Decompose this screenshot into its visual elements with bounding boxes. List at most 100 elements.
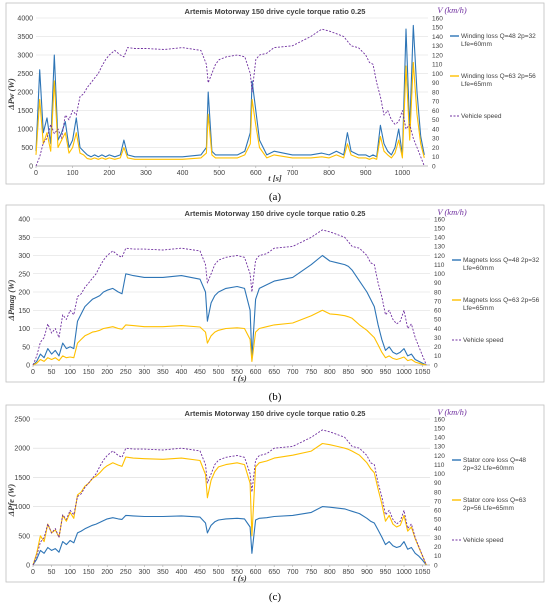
x-tick-label: 700 <box>287 369 299 376</box>
panel-b: Artemis Motorway 150 drive cycle torque … <box>5 204 545 383</box>
x-tick-label: 1050 <box>415 369 431 376</box>
panel-b-title: Artemis Motorway 150 drive cycle torque … <box>185 209 366 218</box>
right-y-tick-label: 150 <box>434 225 445 232</box>
x-tick-label: 650 <box>268 369 280 376</box>
right-y-tick-label: 70 <box>434 298 442 305</box>
series-line-1 <box>32 506 427 566</box>
x-tick-label: 950 <box>380 369 392 376</box>
x-tick-label: 0 <box>34 170 38 177</box>
panel-c-caption: (c) <box>269 591 282 603</box>
x-tick-label: 650 <box>268 569 280 576</box>
right-y-tick-label: 20 <box>432 145 440 152</box>
y-tick-label: 1000 <box>14 504 30 511</box>
right-y-tick-label: 10 <box>432 154 440 161</box>
series-line-3 <box>32 429 427 566</box>
x-tick-label: 150 <box>83 569 95 576</box>
x-tick-label: 1000 <box>395 170 411 177</box>
x-tick-label: 500 <box>213 170 225 177</box>
panel-a-frame <box>5 2 545 185</box>
x-tick-label: 400 <box>176 569 188 576</box>
panel-b-plot-area: 0 50 100 150 200 250 300 350 400 0 10 20 30 40 50 60 70 8… <box>18 216 445 376</box>
x-tick-label: 100 <box>64 569 76 576</box>
series-line-3 <box>35 28 425 167</box>
y-tick-label: 1500 <box>17 108 33 115</box>
legend-label: Lfe=60mm <box>463 265 494 272</box>
panel-a-caption: (a) <box>269 191 282 203</box>
right-y-tick-label: 160 <box>434 416 445 423</box>
x-tick-label: 950 <box>380 569 392 576</box>
x-tick-label: 550 <box>231 369 243 376</box>
x-tick-label: 200 <box>103 170 115 177</box>
right-y-tick-label: 60 <box>432 108 440 115</box>
x-tick-label: 500 <box>213 569 225 576</box>
right-y-tick-label: 80 <box>434 289 442 296</box>
legend-label: Winding loss Q=63 2p=56 <box>461 73 536 80</box>
y-tick-label: 3500 <box>17 34 33 41</box>
legend-label: Magnets loss Q=63 2p=56 <box>463 297 540 304</box>
y-tick-label: 1000 <box>17 127 33 134</box>
right-y-tick-label: 130 <box>434 244 445 251</box>
x-tick-label: 800 <box>324 569 336 576</box>
y-tick-label: 2000 <box>17 90 33 97</box>
x-tick-label: 450 <box>194 369 206 376</box>
x-tick-label: 300 <box>138 569 150 576</box>
right-y-tick-label: 90 <box>434 480 442 487</box>
series-line-1 <box>32 254 427 366</box>
y-tick-label: 400 <box>18 217 30 224</box>
y-tick-label: 350 <box>18 235 30 242</box>
right-y-tick-label: 110 <box>434 262 445 269</box>
panel-a: Artemis Motorway 150 drive cycle torque … <box>5 2 545 185</box>
y-tick-label: 2500 <box>17 71 33 78</box>
y-tick-label: 100 <box>18 326 30 333</box>
x-tick-label: 850 <box>343 569 355 576</box>
panel-b-x-axis-title: t (s) <box>233 373 247 383</box>
x-tick-label: 250 <box>120 569 132 576</box>
series-line-3 <box>32 229 427 366</box>
right-y-tick-label: 150 <box>432 25 443 32</box>
x-tick-label: 0 <box>31 569 35 576</box>
right-y-tick-label: 120 <box>434 253 445 260</box>
x-tick-label: 900 <box>361 569 373 576</box>
right-y-tick-label: 110 <box>432 62 443 69</box>
right-y-tick-label: 120 <box>432 52 443 59</box>
x-tick-label: 200 <box>101 369 113 376</box>
y-tick-label: 150 <box>18 308 30 315</box>
right-y-tick-label: 100 <box>434 271 445 278</box>
panel-c: Artemis Motorway 150 drive cycle torque … <box>5 404 545 583</box>
right-y-tick-label: 50 <box>432 117 440 124</box>
x-tick-label: 1000 <box>396 569 412 576</box>
x-tick-label: 700 <box>287 170 299 177</box>
y-tick-label: 0 <box>26 563 30 570</box>
right-y-tick-label: 0 <box>434 562 438 569</box>
legend-label: Vehicle speed <box>463 537 504 544</box>
right-y-tick-label: 40 <box>432 126 440 133</box>
panel-a-y-axis-title: ΔPw (W) <box>6 78 16 111</box>
x-tick-label: 1050 <box>415 569 431 576</box>
legend-label: 2p=56 Lfe=65mm <box>463 505 514 512</box>
panel-c-y-axis-title: ΔPfe (W) <box>6 484 16 518</box>
x-tick-label: 100 <box>67 170 79 177</box>
x-tick-label: 300 <box>138 369 150 376</box>
legend-label: Vehicle speed <box>461 113 502 120</box>
x-tick-label: 900 <box>361 369 373 376</box>
y-tick-label: 300 <box>18 253 30 260</box>
y-tick-label: 1500 <box>14 475 30 482</box>
x-tick-label: 800 <box>323 170 335 177</box>
x-tick-label: 50 <box>48 369 56 376</box>
x-tick-label: 800 <box>324 369 336 376</box>
right-y-tick-label: 30 <box>434 535 442 542</box>
right-y-tick-label: 90 <box>432 80 440 87</box>
panel-c-frame <box>5 404 545 583</box>
panel-c-x-axis-title: t (s) <box>233 573 247 583</box>
right-y-tick-label: 30 <box>434 335 442 342</box>
x-tick-label: 750 <box>305 369 317 376</box>
right-y-tick-label: 10 <box>434 553 442 560</box>
x-tick-label: 900 <box>360 170 372 177</box>
right-y-tick-label: 70 <box>432 99 440 106</box>
right-y-tick-label: 120 <box>434 453 445 460</box>
x-tick-label: 550 <box>231 569 243 576</box>
right-y-tick-label: 80 <box>432 89 440 96</box>
x-tick-label: 400 <box>177 170 189 177</box>
